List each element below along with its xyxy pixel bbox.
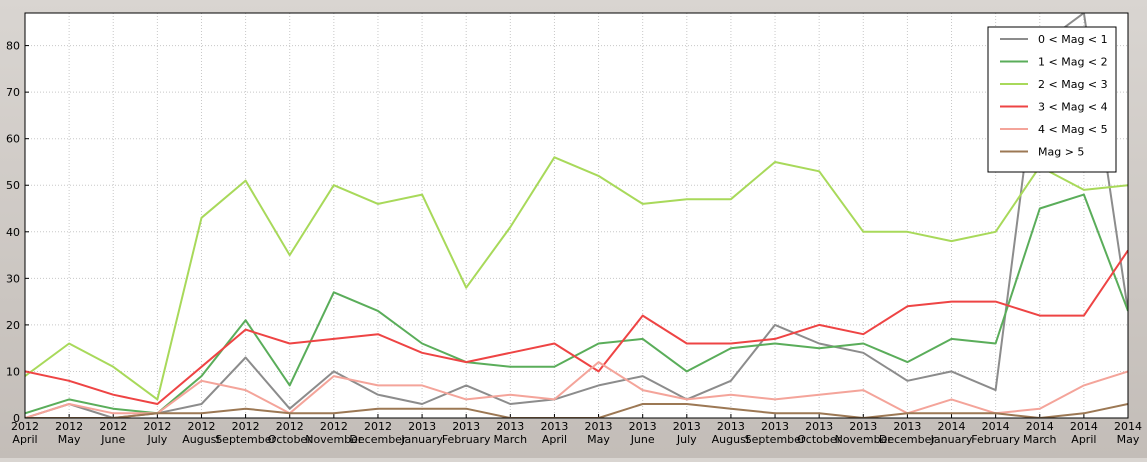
legend-label: 1 < Mag < 2 <box>1038 56 1108 69</box>
y-tick-label: 80 <box>6 40 20 53</box>
x-tick-label-year: 2014 <box>982 420 1010 433</box>
series-group <box>25 13 1128 418</box>
x-tick-label-year: 2012 <box>99 420 127 433</box>
x-tick-label-month: April <box>12 433 37 446</box>
x-tick-label-month: May <box>1117 433 1140 446</box>
x-tick-label-year: 2012 <box>143 420 171 433</box>
legend-label: Mag > 5 <box>1038 146 1084 159</box>
x-tick-label-month: September <box>745 433 806 446</box>
plot-area <box>25 13 1128 418</box>
x-tick-label-year: 2014 <box>1114 420 1142 433</box>
x-tick-label-year: 2012 <box>11 420 39 433</box>
legend-label: 0 < Mag < 1 <box>1038 33 1108 46</box>
x-tick-label-year: 2013 <box>849 420 877 433</box>
x-tick-label-year: 2013 <box>893 420 921 433</box>
x-tick-label-month: May <box>58 433 81 446</box>
x-tick-label-month: November <box>835 433 893 446</box>
x-tick-label-year: 2013 <box>629 420 657 433</box>
x-tick-label-month: December <box>349 433 407 446</box>
x-tick-label-month: April <box>542 433 567 446</box>
x-tick-label-year: 2013 <box>805 420 833 433</box>
series-line-4 <box>25 361 1128 418</box>
x-tick-label-month: December <box>879 433 937 446</box>
series-line-2 <box>25 156 1128 401</box>
legend-label: 4 < Mag < 5 <box>1038 123 1108 136</box>
x-tick-label-month: January <box>930 433 973 446</box>
y-tick-label: 40 <box>6 226 20 239</box>
x-tick-label-year: 2012 <box>320 420 348 433</box>
x-tick-label-month: March <box>494 433 528 446</box>
x-tick-label-year: 2013 <box>717 420 745 433</box>
x-tick-label-year: 2013 <box>452 420 480 433</box>
x-tick-label-year: 2013 <box>408 420 436 433</box>
plot-frame <box>24 12 1129 419</box>
x-tick-label-year: 2013 <box>496 420 524 433</box>
x-tick-label-month: August <box>712 433 751 446</box>
x-tick-label-month: September <box>215 433 276 446</box>
legend-box <box>987 26 1117 173</box>
legend-label: 3 < Mag < 4 <box>1038 101 1108 114</box>
x-tick-label-year: 2012 <box>187 420 215 433</box>
x-tick-label-month: January <box>400 433 443 446</box>
x-tick-label-month: March <box>1023 433 1057 446</box>
x-tick-label-month: May <box>587 433 610 446</box>
y-tick-label: 70 <box>6 86 20 99</box>
series-line-5 <box>25 403 1128 418</box>
x-tick-label-month: February <box>971 433 1020 446</box>
x-tick-label-year: 2013 <box>673 420 701 433</box>
x-tick-label-month: July <box>676 433 697 446</box>
x-tick-label-month: October <box>797 433 841 446</box>
x-tick-label-year: 2012 <box>55 420 83 433</box>
x-tick-label-year: 2013 <box>585 420 613 433</box>
x-tick-label-year: 2014 <box>1070 420 1098 433</box>
x-tick-label-month: June <box>100 433 125 446</box>
legend-label: 2 < Mag < 3 <box>1038 78 1108 91</box>
x-tick-label-year: 2013 <box>540 420 568 433</box>
y-tick-label: 0 <box>13 412 20 425</box>
y-tick-label: 30 <box>6 272 20 285</box>
x-tick-label-month: November <box>305 433 363 446</box>
x-tick-label-month: October <box>268 433 312 446</box>
x-tick-label-year: 2012 <box>276 420 304 433</box>
y-tick-label: 60 <box>6 133 20 146</box>
y-tick-label: 10 <box>6 365 20 378</box>
x-tick-label-year: 2013 <box>761 420 789 433</box>
x-tick-label-year: 2012 <box>364 420 392 433</box>
x-tick-label-month: July <box>146 433 167 446</box>
series-line-3 <box>25 249 1128 405</box>
x-tick-label-year: 2014 <box>1026 420 1054 433</box>
series-line-1 <box>25 193 1128 415</box>
x-tick-label-month: April <box>1071 433 1096 446</box>
series-line-0 <box>25 13 1128 418</box>
x-tick-label-year: 2014 <box>938 420 966 433</box>
y-tick-label: 20 <box>6 319 20 332</box>
x-tick-label-month: June <box>630 433 655 446</box>
x-tick-label-month: August <box>182 433 221 446</box>
y-tick-label: 50 <box>6 179 20 192</box>
x-tick-label-year: 2012 <box>232 420 260 433</box>
x-tick-label-month: February <box>442 433 491 446</box>
